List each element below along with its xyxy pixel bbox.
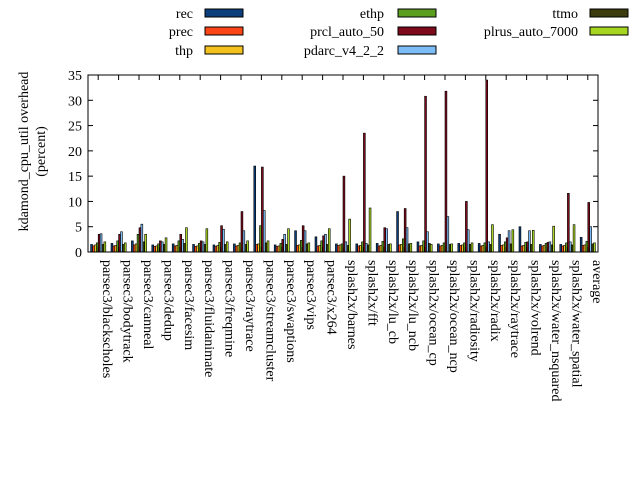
legend-entry: thp bbox=[175, 44, 244, 59]
bar bbox=[552, 225, 555, 253]
bar bbox=[287, 228, 290, 253]
bar bbox=[327, 228, 331, 253]
y-tick-label: 35 bbox=[68, 69, 82, 84]
y-tick-label: 20 bbox=[68, 145, 82, 160]
x-tick-label: average bbox=[589, 260, 604, 304]
legend-label: thp bbox=[175, 44, 193, 59]
bar bbox=[253, 165, 257, 253]
legend-swatch bbox=[204, 45, 244, 55]
bar bbox=[164, 237, 168, 253]
y-tick-label: 15 bbox=[68, 170, 82, 185]
x-tick-label: splash2x/water_spatial bbox=[568, 260, 583, 388]
bar bbox=[226, 241, 229, 253]
legend-entry: ethp bbox=[360, 7, 437, 22]
x-tick-label: parsec3/dedup bbox=[160, 260, 175, 341]
y-tick-label: 5 bbox=[75, 221, 82, 236]
x-tick-label: splash2x/water_nsquared bbox=[548, 260, 563, 402]
bar bbox=[572, 224, 576, 253]
legend-label: prcl_auto_50 bbox=[310, 25, 384, 40]
y-tick-label: 10 bbox=[68, 195, 82, 210]
bar bbox=[450, 243, 453, 253]
legend-entry: prec bbox=[169, 25, 244, 40]
x-tick-label: parsec3/vips bbox=[303, 260, 318, 330]
legend-label: prec bbox=[169, 25, 193, 40]
x-tick-label: parsec3/canneal bbox=[140, 260, 155, 349]
bar bbox=[124, 242, 127, 253]
x-tick-label: splash2x/lu_ncb bbox=[405, 260, 420, 351]
x-tick-label: parsec3/blackscholes bbox=[99, 260, 114, 378]
y-tick-label: 30 bbox=[68, 94, 82, 109]
x-tick-label: parsec3/facesim bbox=[181, 260, 196, 350]
y-axis-label-line: (percent) bbox=[34, 126, 49, 177]
legend-label: rec bbox=[176, 7, 193, 22]
bar bbox=[266, 240, 270, 253]
x-tick-label: splash2x/raytrace bbox=[507, 260, 522, 358]
x-tick-label: splash2x/lu_cb bbox=[385, 260, 400, 344]
legend: rec prec thp ethp prcl_auto_50 pdarc_v4_2_2 tt… bbox=[169, 7, 629, 59]
x-tick-label: splash2x/ocean_cp bbox=[426, 260, 441, 366]
x-tick-label: splash2x/barnes bbox=[344, 260, 359, 349]
y-tick-label: 0 bbox=[75, 246, 82, 261]
legend-swatch bbox=[589, 8, 629, 18]
bar bbox=[470, 242, 474, 253]
x-tick-label: parsec3/bodytrack bbox=[120, 260, 135, 363]
x-tick-label: parsec3/streamcluster bbox=[262, 260, 277, 382]
x-tick-label: splash2x/radix bbox=[487, 260, 502, 342]
bar bbox=[491, 224, 494, 253]
x-tick-label: parsec3/raytrace bbox=[242, 260, 257, 352]
bar bbox=[368, 207, 372, 253]
x-tick-label: splash2x/radiosity bbox=[466, 260, 481, 362]
x-tick-label: parsec3/freqmine bbox=[222, 260, 237, 357]
bar bbox=[246, 240, 249, 253]
y-axis-label: kdamond_cpu_util overhead (percent) bbox=[17, 72, 49, 232]
legend-entry: plrus_auto_7000 bbox=[484, 25, 629, 40]
bar bbox=[485, 79, 488, 253]
x-tick-label: parsec3/x264 bbox=[324, 260, 339, 335]
legend-swatch bbox=[397, 8, 437, 18]
legend-label: ttmo bbox=[552, 7, 578, 22]
y-axis-label-line: kdamond_cpu_util overhead bbox=[17, 72, 32, 232]
x-tick-label: splash2x/fft bbox=[364, 260, 379, 326]
legend-swatch bbox=[397, 26, 437, 36]
bar bbox=[103, 241, 107, 253]
bar bbox=[593, 242, 596, 253]
bar bbox=[348, 218, 351, 253]
x-tick-label: parsec3/fluidanimate bbox=[201, 260, 216, 377]
bar bbox=[342, 175, 346, 253]
legend-label: ethp bbox=[360, 7, 384, 22]
legend-entry: ttmo bbox=[552, 7, 629, 22]
bar bbox=[389, 243, 392, 253]
legend-entry: rec bbox=[176, 7, 244, 22]
bar bbox=[144, 234, 147, 253]
legend-swatch bbox=[589, 26, 629, 36]
bars-area bbox=[90, 79, 596, 253]
legend-swatch bbox=[204, 26, 244, 36]
bar bbox=[363, 132, 366, 253]
x-tick-label: splash2x/ocean_ncp bbox=[446, 260, 461, 373]
legend-label: pdarc_v4_2_2 bbox=[304, 44, 384, 59]
y-tick-label: 25 bbox=[68, 120, 82, 135]
legend-entry: prcl_auto_50 bbox=[310, 25, 437, 40]
bar bbox=[409, 243, 413, 253]
x-tick-label: parsec3/swaptions bbox=[283, 260, 298, 363]
x-tick-label: splash2x/volrend bbox=[528, 260, 543, 356]
bar bbox=[424, 95, 427, 253]
legend-swatch bbox=[397, 45, 437, 55]
legend-label: plrus_auto_7000 bbox=[484, 25, 578, 40]
legend-swatch bbox=[204, 8, 244, 18]
bar bbox=[429, 244, 433, 253]
legend-entry: pdarc_v4_2_2 bbox=[304, 44, 437, 59]
bar bbox=[185, 227, 188, 253]
bar bbox=[307, 242, 311, 253]
axes: 0 5 10 15 20 25 30 35 parsec3/blackscholes parsec… bbox=[68, 69, 604, 402]
bar bbox=[531, 229, 535, 253]
bar bbox=[205, 228, 209, 253]
bar bbox=[511, 229, 515, 253]
